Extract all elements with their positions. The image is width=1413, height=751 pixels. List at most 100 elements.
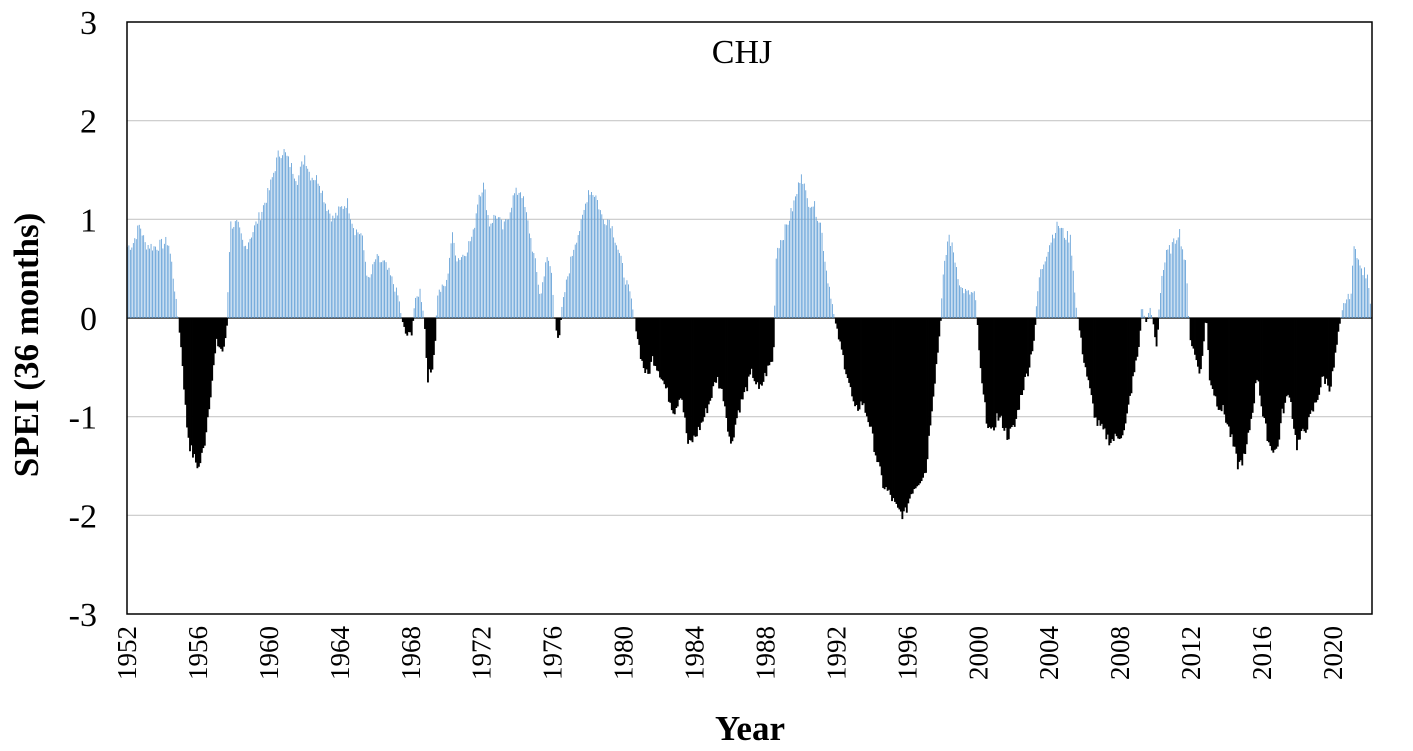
bar-positive [970, 292, 972, 318]
bar-negative [1087, 318, 1090, 381]
bar-negative [1001, 318, 1004, 429]
bar-negative [1247, 318, 1250, 433]
bar-positive [323, 202, 325, 318]
bar-positive [1160, 293, 1161, 318]
bar-negative [1263, 318, 1266, 419]
bar-negative [224, 318, 227, 339]
bar-negative [1262, 318, 1264, 417]
bar-negative [1294, 318, 1297, 435]
bar-positive [437, 295, 439, 318]
bar-positive [562, 297, 564, 318]
bar-positive [1344, 303, 1346, 318]
bar-positive [385, 262, 387, 318]
bar-negative [1322, 318, 1325, 377]
bar-positive [177, 316, 179, 318]
bar-positive [604, 224, 606, 318]
bar-positive [487, 215, 489, 318]
bar-positive [962, 287, 963, 318]
bar-positive [973, 291, 975, 318]
bar-negative [1115, 318, 1118, 437]
bar-negative [1006, 318, 1009, 440]
bar-positive [345, 207, 347, 318]
bar-positive [1177, 237, 1179, 318]
bar-positive [564, 292, 566, 318]
bar-positive [549, 266, 551, 318]
bar-negative [1256, 318, 1259, 380]
bar-negative [1232, 318, 1235, 447]
bar-positive [155, 246, 156, 318]
bar-negative [839, 318, 842, 342]
bar-positive [463, 255, 465, 318]
bar-positive [595, 195, 597, 318]
bar-positive [805, 190, 807, 318]
bar-positive [784, 224, 786, 318]
bar-negative [189, 318, 191, 452]
bar-negative [922, 318, 924, 478]
bar-positive [1072, 270, 1074, 318]
bar-negative [861, 318, 864, 406]
bar-negative [863, 318, 865, 404]
bar-negative [1217, 318, 1220, 410]
bar-negative [1201, 318, 1204, 356]
bar-positive [790, 208, 792, 318]
bar-positive [335, 212, 337, 318]
bar-positive [512, 195, 514, 318]
bar-positive [344, 206, 346, 318]
bar-negative [836, 318, 839, 329]
bar-positive [523, 196, 524, 318]
bar-positive [325, 203, 326, 318]
bar-negative [772, 318, 775, 348]
bar-negative [684, 318, 687, 418]
bar-positive [339, 206, 341, 318]
bar-positive [611, 226, 613, 318]
bar-negative [756, 318, 759, 383]
bar-positive [135, 239, 137, 318]
bar-positive [568, 273, 570, 318]
bar-positive [397, 295, 399, 318]
bar-negative [685, 318, 688, 434]
bar-negative [1267, 318, 1270, 443]
bar-positive [536, 272, 538, 318]
bar-negative [650, 318, 653, 362]
bar-negative [891, 318, 893, 502]
bar-positive [450, 243, 452, 318]
bar-negative [1100, 318, 1103, 424]
bar-negative [187, 318, 190, 438]
bar-negative [1290, 318, 1293, 403]
bar-positive [1366, 274, 1368, 318]
bar-positive [373, 261, 375, 318]
bar-negative [1078, 318, 1081, 331]
bar-positive [270, 179, 272, 318]
bar-negative [1310, 318, 1313, 411]
bar-positive [503, 221, 505, 318]
bar-positive [966, 290, 968, 318]
bar-negative [747, 318, 750, 377]
bar-positive [438, 289, 440, 318]
bar-positive [625, 284, 626, 318]
bar-negative [675, 318, 678, 409]
bar-positive [273, 172, 275, 318]
bar-positive [296, 184, 298, 318]
bar-negative [710, 318, 713, 398]
bar-positive [149, 248, 150, 318]
x-tick-label: 2008 [1105, 626, 1135, 680]
bar-negative [681, 318, 684, 400]
bar-positive [780, 240, 782, 318]
x-tick-label: 1972 [467, 626, 497, 680]
bar-positive [143, 235, 145, 318]
bar-negative [1327, 318, 1329, 386]
bar-positive [388, 267, 390, 318]
bar-negative [1145, 318, 1148, 322]
bar-positive [458, 258, 459, 318]
bar-positive [629, 291, 631, 318]
bar-negative [737, 318, 740, 411]
bar-negative [1152, 318, 1155, 325]
bar-negative [660, 318, 663, 380]
bar-negative [1220, 318, 1223, 412]
bar-negative [885, 318, 888, 488]
bar-positive [418, 296, 419, 318]
bar-positive [375, 259, 377, 318]
bar-negative [196, 318, 199, 469]
bar-positive [260, 220, 261, 318]
bar-positive [1349, 299, 1351, 318]
